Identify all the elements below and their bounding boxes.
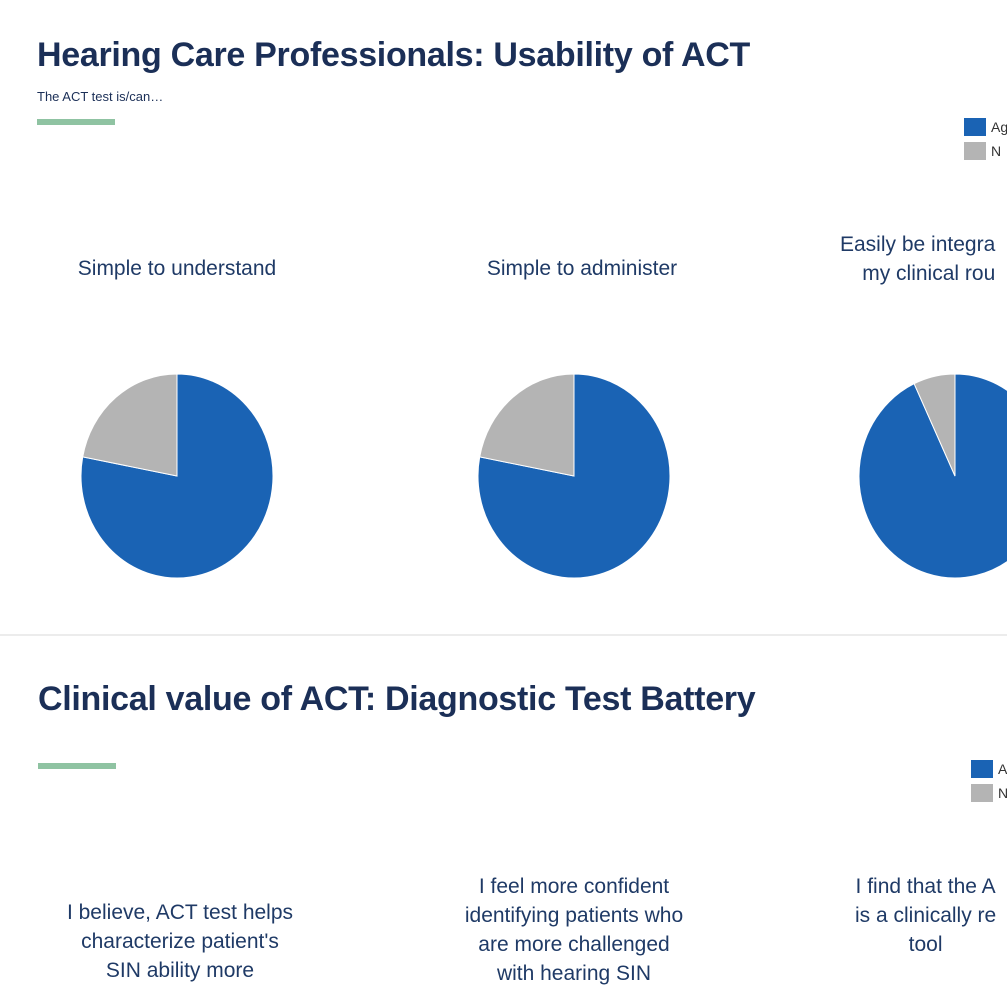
- legend-swatch-neutral: [971, 784, 993, 802]
- pie-slice-n: [479, 373, 575, 477]
- chart-title-simple-to-administer: Simple to administer: [487, 254, 677, 283]
- chart-title-line: Simple to administer: [486, 257, 678, 280]
- chart-title-line: tool: [908, 933, 943, 956]
- pie-chart-simple-to-understand: [80, 373, 274, 579]
- legend-label-agree: Ag: [991, 119, 1007, 135]
- chart-title-line: Simple to understand: [77, 257, 277, 280]
- chart-title-line: characterize patient's: [81, 930, 279, 953]
- chart-title-line: Easily be integra: [840, 233, 996, 256]
- chart-title-more-confident: I feel more confident identifying patient…: [465, 872, 683, 988]
- clinical-value-slide: Clinical value of ACT: Diagnostic Test B…: [0, 636, 1007, 989]
- legend-swatch-agree: [971, 760, 993, 778]
- chart-title-line: I find that the A: [855, 875, 996, 898]
- legend-label-neutral: N: [991, 143, 1002, 159]
- chart-title-line: are more challenged: [478, 933, 670, 956]
- slide-title: Hearing Care Professionals: Usability of…: [37, 36, 750, 74]
- legend-label-neutral: N: [998, 785, 1007, 801]
- title-accent-bar: [37, 119, 115, 125]
- pie-chart-easily-integrated: [858, 373, 1007, 579]
- legend-swatch-agree: [964, 118, 986, 136]
- chart-title-line: identifying patients who: [464, 904, 684, 927]
- slide-divider: [0, 634, 1007, 636]
- pie-slice-ag: [858, 373, 1007, 579]
- legend-label-agree: A: [998, 761, 1007, 777]
- legend-swatch-neutral: [964, 142, 986, 160]
- pie-slice-n: [82, 373, 178, 477]
- chart-title-simple-to-understand: Simple to understand: [78, 254, 276, 283]
- chart-title-line: is a clinically re: [855, 904, 997, 927]
- pie-slice-n: [913, 373, 956, 477]
- chart-title-clinically-relevant: I find that the A is a clinically re tool: [855, 872, 996, 959]
- pie-chart-simple-to-administer: [477, 373, 671, 579]
- chart-title-line: with hearing SIN: [496, 962, 652, 985]
- title-accent-bar: [38, 763, 116, 769]
- usability-slide: Hearing Care Professionals: Usability of…: [37, 36, 1007, 579]
- chart-title-easily-integrated: Easily be integra my clinical rou: [840, 230, 995, 288]
- chart-title-line: SIN ability more: [105, 959, 255, 982]
- slide-title: Clinical value of ACT: Diagnostic Test B…: [38, 680, 756, 718]
- chart-title-line: I believe, ACT test helps: [66, 901, 294, 924]
- chart-title-line: I feel more confident: [478, 875, 670, 898]
- chart-title-characterize-sin: I believe, ACT test helps characterize pa…: [67, 898, 293, 985]
- slide-subtitle: The ACT test is/can…: [37, 89, 164, 104]
- chart-title-line: my clinical rou: [862, 262, 996, 285]
